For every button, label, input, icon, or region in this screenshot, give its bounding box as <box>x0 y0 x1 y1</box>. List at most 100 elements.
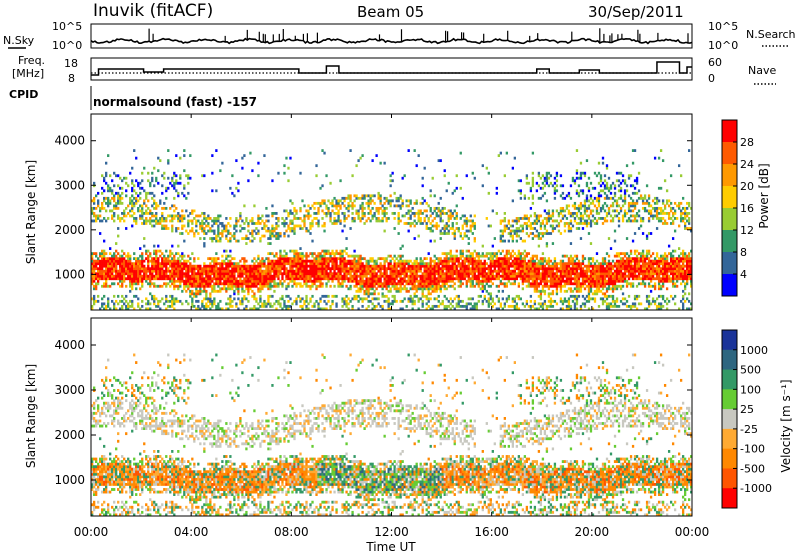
heatmap-cell <box>141 222 144 225</box>
heatmap-cell <box>537 174 541 178</box>
heatmap-cell <box>203 232 206 235</box>
heatmap-cell <box>189 264 192 268</box>
heatmap-cell <box>147 282 150 286</box>
heatmap-cell <box>103 199 106 203</box>
heatmap-cell <box>579 217 583 220</box>
heatmap-cell <box>319 267 322 271</box>
heatmap-cell <box>207 304 210 308</box>
heatmap-cell <box>503 269 506 273</box>
heatmap-cell <box>573 201 577 205</box>
heatmap-cell <box>415 257 418 261</box>
heatmap-cell <box>173 272 176 276</box>
heatmap-cell <box>113 294 116 298</box>
heatmap-cell <box>131 166 134 170</box>
heatmap-cell <box>271 224 274 228</box>
heatmap-cell <box>439 279 442 283</box>
heatmap-cell <box>137 264 140 268</box>
heatmap-cell <box>115 267 118 271</box>
heatmap-cell <box>117 302 120 306</box>
heatmap-cell <box>471 171 474 175</box>
heatmap-cell <box>235 284 238 288</box>
heatmap-cell <box>317 254 320 258</box>
heatmap-cell <box>557 212 561 215</box>
heatmap-cell <box>297 272 300 276</box>
heatmap-cell <box>113 257 116 261</box>
heatmap-cell <box>497 289 500 293</box>
heatmap-cell <box>291 284 294 288</box>
heatmap-cell <box>149 302 152 306</box>
heatmap-cell <box>517 272 521 276</box>
heatmap-cell <box>347 262 350 266</box>
heatmap-cell <box>195 294 198 298</box>
heatmap-cell <box>119 264 122 268</box>
heatmap-cell <box>237 282 240 286</box>
heatmap-cell <box>415 267 418 271</box>
heatmap-cell <box>461 196 464 200</box>
heatmap-cell <box>463 262 466 266</box>
heatmap-cell <box>257 289 260 293</box>
heatmap-cell <box>189 292 192 296</box>
heatmap-cell <box>427 289 430 293</box>
heatmap-cell <box>241 299 244 303</box>
heatmap-cell <box>441 262 444 266</box>
heatmap-cell <box>537 262 541 266</box>
heatmap-cell <box>193 264 196 268</box>
heatmap-cell <box>449 257 452 261</box>
heatmap-cell <box>395 199 398 203</box>
heatmap-cell <box>157 302 160 306</box>
heatmap-cell <box>259 304 262 308</box>
heatmap-cell <box>369 292 372 296</box>
heatmap-cell <box>259 237 262 240</box>
heatmap-cell <box>481 254 484 258</box>
heatmap-cell <box>129 284 132 288</box>
heatmap-cell <box>557 277 561 281</box>
heatmap-cell <box>575 272 579 276</box>
heatmap-cell <box>345 262 348 266</box>
heatmap-cell <box>251 294 254 298</box>
heatmap-cell <box>263 264 266 268</box>
heatmap-cell <box>183 274 186 278</box>
heatmap-cell <box>419 267 422 271</box>
heatmap-cell <box>371 302 374 306</box>
heatmap-cell <box>481 164 484 168</box>
heatmap-cell <box>153 257 156 261</box>
heatmap-cell <box>179 232 182 235</box>
heatmap-cell <box>323 199 326 203</box>
heatmap-cell <box>125 277 128 281</box>
heatmap-cell <box>189 257 192 261</box>
heatmap-cell <box>505 151 508 155</box>
heatmap-cell <box>109 257 112 261</box>
heatmap-cell <box>363 282 366 286</box>
heatmap-cell <box>419 209 422 213</box>
heatmap-cell <box>101 297 104 301</box>
heatmap-cell <box>515 267 519 271</box>
heatmap-cell <box>115 262 118 266</box>
heatmap-cell <box>171 297 174 301</box>
heatmap-cell <box>257 214 260 218</box>
heatmap-cell <box>319 201 322 205</box>
heatmap-cell <box>167 282 170 286</box>
heatmap-cell <box>233 282 236 286</box>
heatmap-cell <box>353 249 356 253</box>
heatmap-cell <box>571 204 575 208</box>
heatmap-cell <box>553 262 557 266</box>
heatmap-cell <box>305 304 308 308</box>
heatmap-cell <box>273 272 276 276</box>
heatmap-cell <box>107 264 110 268</box>
heatmap-cell <box>297 294 300 298</box>
heatmap-cell <box>155 254 158 258</box>
heatmap-cell <box>365 279 368 283</box>
heatmap-cell <box>425 214 428 218</box>
heatmap-cell <box>541 289 545 293</box>
heatmap-cell <box>567 209 571 213</box>
heatmap-cell <box>157 169 160 173</box>
heatmap-cell <box>265 267 268 271</box>
heatmap-cell <box>155 249 158 253</box>
heatmap-cell <box>273 279 276 283</box>
heatmap-cell <box>425 269 428 273</box>
heatmap-cell <box>277 299 280 303</box>
heatmap-cell <box>189 284 192 288</box>
heatmap-cell <box>567 307 571 311</box>
heatmap-cell <box>543 179 547 183</box>
heatmap-cell <box>259 284 262 288</box>
